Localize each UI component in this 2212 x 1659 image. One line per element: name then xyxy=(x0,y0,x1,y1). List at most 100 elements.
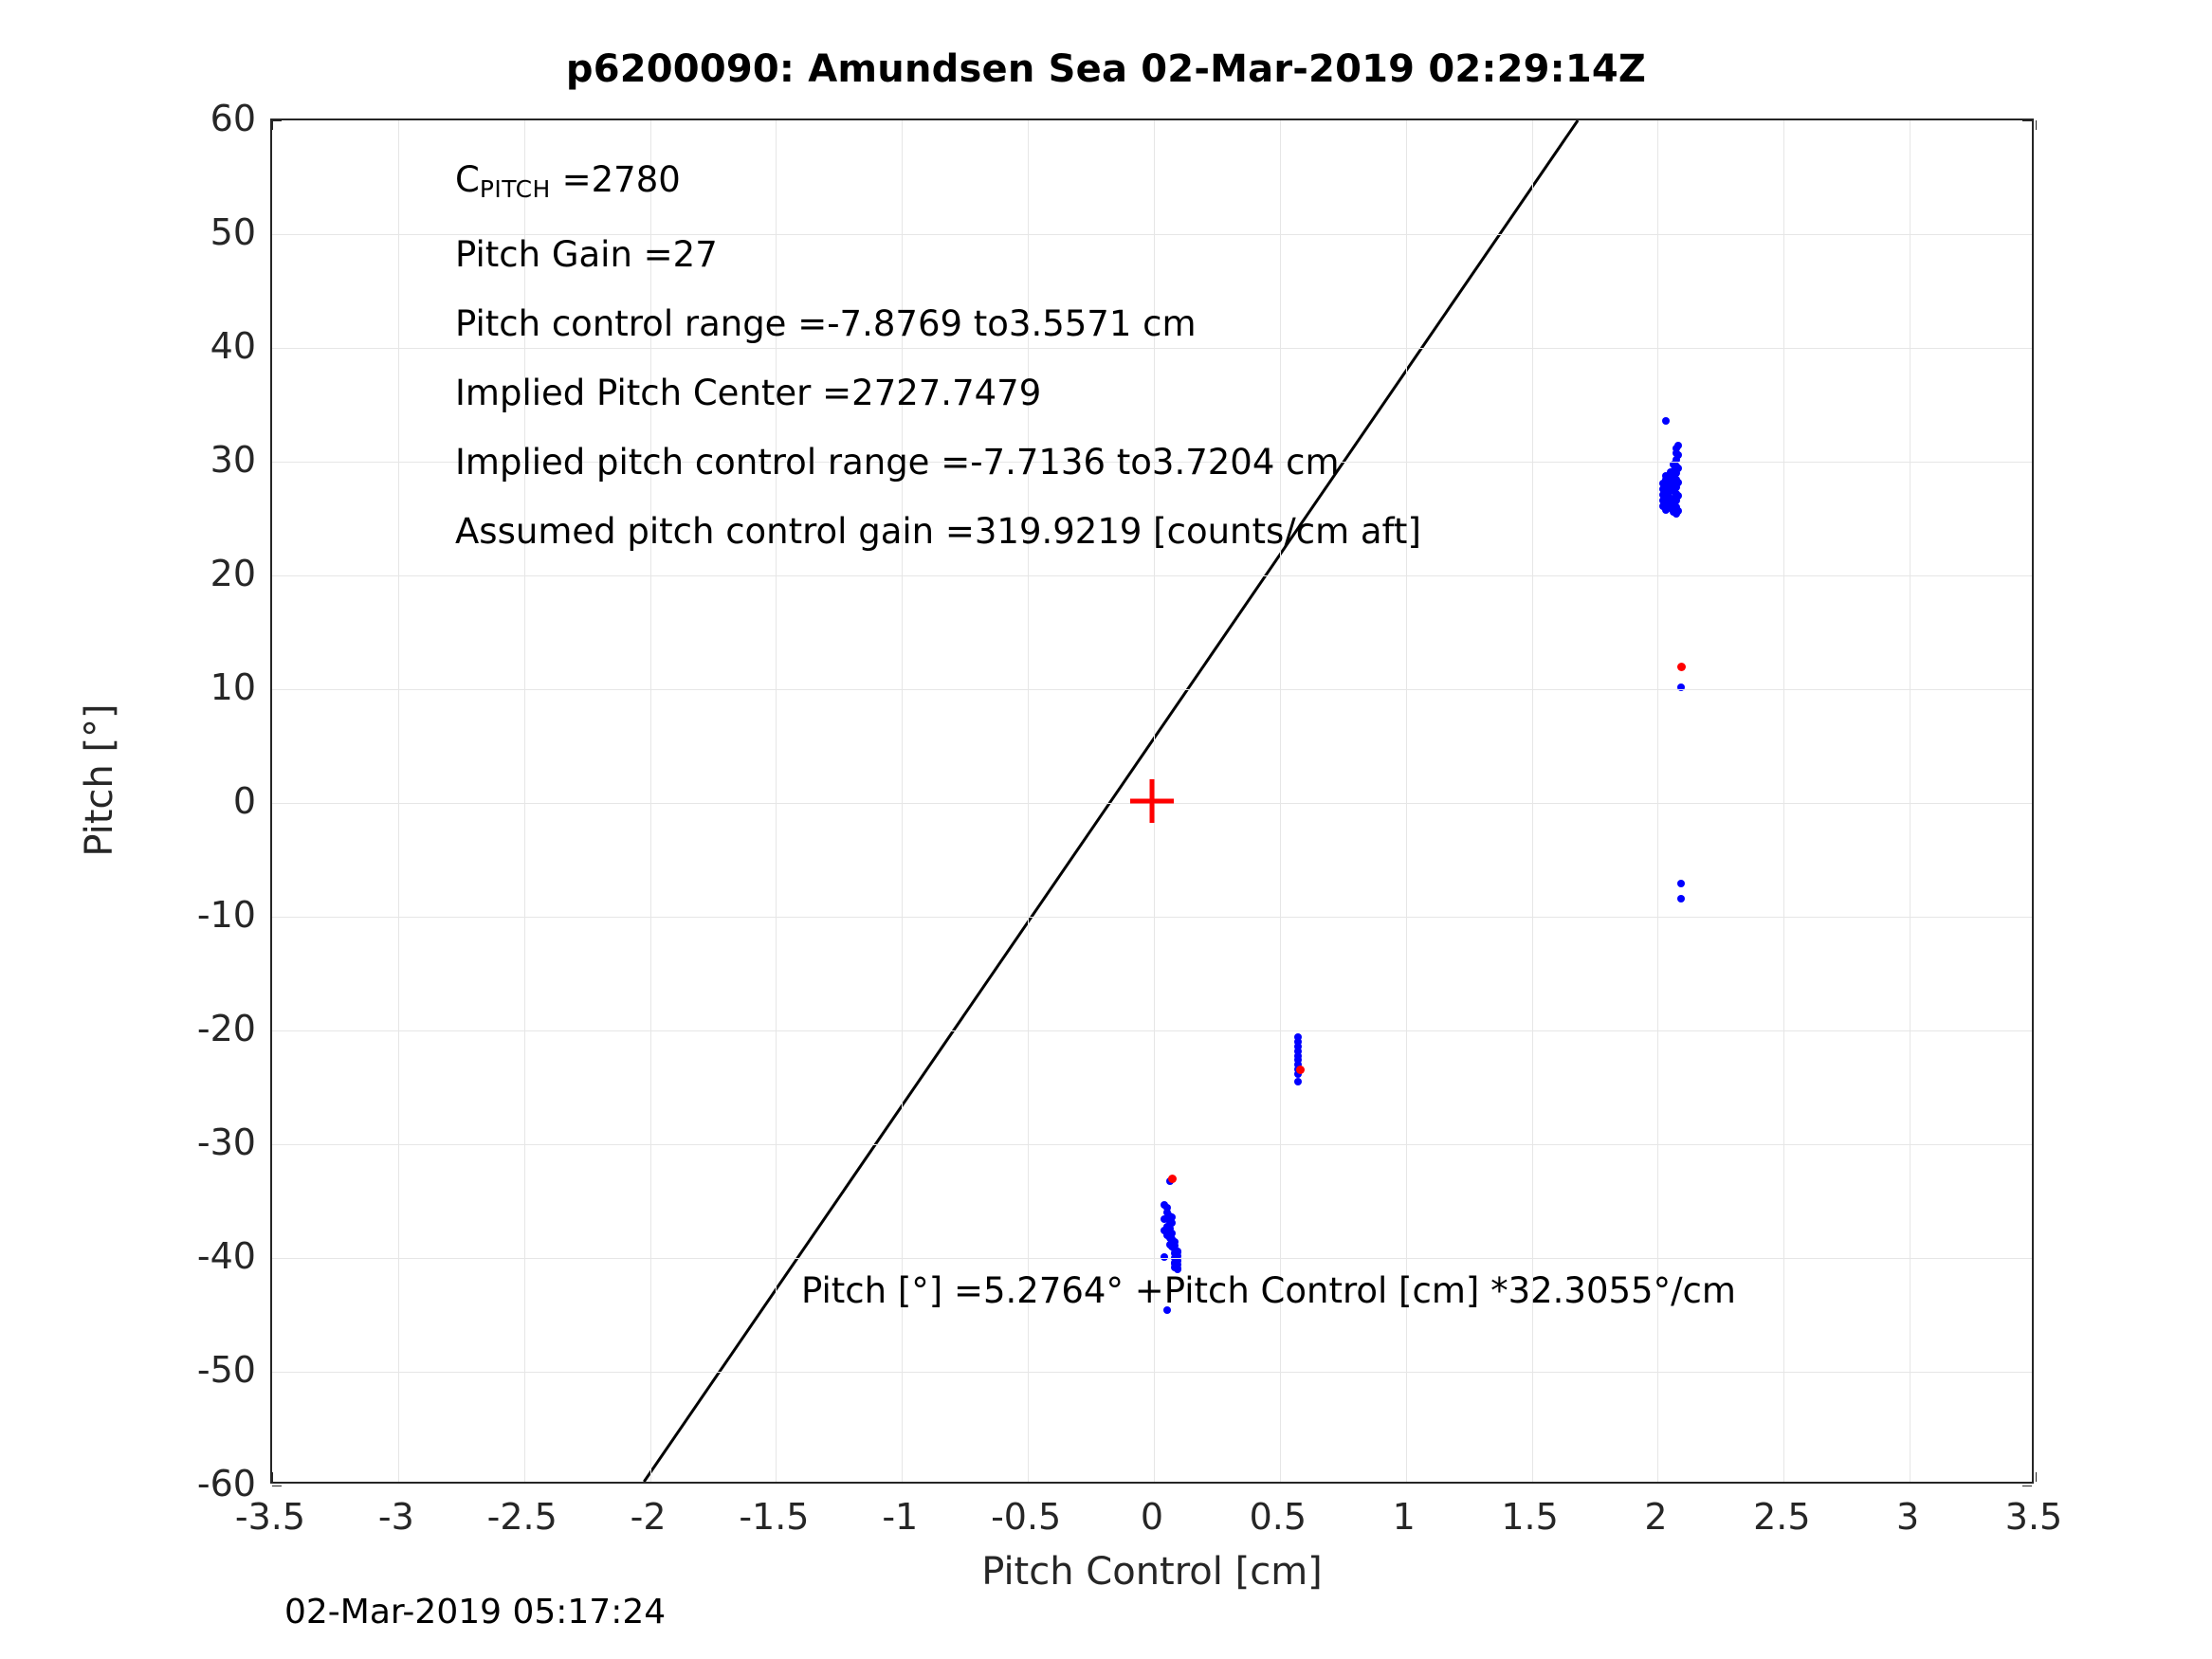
data-point xyxy=(1168,1213,1177,1221)
annotation-c-pitch-subscript: PITCH xyxy=(479,175,551,203)
data-point xyxy=(1173,1249,1181,1257)
data-point xyxy=(1168,1234,1177,1243)
footer-timestamp: 02-Mar-2019 05:17:24 xyxy=(284,1593,667,1632)
y-tick-label: 10 xyxy=(210,666,256,708)
gridline-vertical xyxy=(1279,120,1281,1482)
annotation-c-pitch-value: =2780 xyxy=(550,159,681,200)
fit-line xyxy=(643,120,1580,1482)
page-title: p6200090: Amundsen Sea 02-Mar-2019 02:29… xyxy=(565,47,1647,91)
gridline-vertical xyxy=(776,120,777,1482)
gridline-horizontal xyxy=(272,1372,2032,1373)
annotation-assumed-pitch-control-gain: Assumed pitch control gain =319.9219 [co… xyxy=(455,511,1421,552)
data-point xyxy=(1659,497,1668,504)
data-point xyxy=(1165,1217,1174,1226)
data-point xyxy=(1170,1242,1179,1249)
x-axis-tick xyxy=(2036,1472,2037,1482)
x-tick-label: 0.5 xyxy=(1249,1496,1307,1538)
data-point xyxy=(1659,502,1668,510)
gridline-horizontal xyxy=(272,462,2032,463)
y-tick-label: -60 xyxy=(196,1463,256,1504)
annotation-c-pitch-prefix: C xyxy=(455,159,480,200)
gridline-vertical xyxy=(1531,120,1533,1482)
x-axis-label: Pitch Control [cm] xyxy=(981,1550,1323,1594)
x-tick-label: -3 xyxy=(377,1496,414,1538)
x-tick-label: -3.5 xyxy=(234,1496,306,1538)
data-point xyxy=(1294,1043,1303,1050)
x-tick-label: 3.5 xyxy=(2004,1496,2063,1538)
data-point xyxy=(1659,480,1668,487)
fit-line-layer xyxy=(643,120,1580,1482)
gridline-vertical xyxy=(902,120,904,1482)
data-point xyxy=(1294,1047,1303,1055)
x-axis-tick xyxy=(272,1472,273,1482)
data-point xyxy=(1677,895,1686,902)
x-tick-label: -1.5 xyxy=(739,1496,810,1538)
y-tick-label: -10 xyxy=(196,894,256,936)
gridline-vertical xyxy=(1405,120,1407,1482)
gridline-vertical xyxy=(649,120,651,1482)
x-axis-tick xyxy=(2036,120,2037,130)
data-point xyxy=(1674,492,1683,501)
y-tick-label: 60 xyxy=(210,98,256,139)
y-tick-label: 40 xyxy=(210,325,256,367)
data-point xyxy=(1667,468,1675,476)
data-point xyxy=(1664,483,1673,492)
annotation-pitch-control-range: Pitch control range =-7.8769 to3.5571 cm xyxy=(455,303,1197,344)
y-tick-label: 30 xyxy=(210,439,256,481)
gridline-horizontal xyxy=(272,917,2032,918)
x-tick-label: -2.5 xyxy=(486,1496,558,1538)
gridline-vertical xyxy=(1028,120,1030,1482)
x-axis-tick xyxy=(272,120,273,130)
highlight-data-point xyxy=(1296,1065,1306,1074)
gridline-horizontal xyxy=(272,575,2032,576)
data-point xyxy=(1677,880,1686,888)
annotation-fit-equation: Pitch [°] =5.2764° +Pitch Control [cm] *… xyxy=(801,1270,1736,1311)
data-point xyxy=(1667,504,1675,513)
gridline-vertical xyxy=(397,120,399,1482)
y-axis-tick xyxy=(272,120,282,121)
x-tick-label: 2 xyxy=(1644,1496,1668,1538)
annotation-implied-pitch-control-range: Implied pitch control range =-7.7136 to3… xyxy=(455,442,1340,483)
data-point xyxy=(1294,1056,1303,1065)
data-point xyxy=(1161,1215,1169,1224)
y-tick-label: -30 xyxy=(196,1121,256,1163)
data-point xyxy=(1161,1253,1169,1261)
data-point xyxy=(1670,474,1678,482)
data-point xyxy=(1662,417,1671,425)
gridline-horizontal xyxy=(272,1258,2032,1259)
gridline-horizontal xyxy=(272,1030,2032,1031)
x-tick-label: -0.5 xyxy=(991,1496,1062,1538)
x-tick-label: -2 xyxy=(630,1496,667,1538)
y-tick-label: -20 xyxy=(196,1008,256,1049)
y-tick-label: 0 xyxy=(232,780,256,822)
data-point xyxy=(1674,442,1683,450)
data-point xyxy=(1664,475,1673,483)
data-point xyxy=(1670,481,1678,489)
data-point xyxy=(1294,1078,1303,1086)
gridline-vertical xyxy=(523,120,525,1482)
gridline-horizontal xyxy=(272,689,2032,690)
gridline-horizontal xyxy=(272,348,2032,349)
data-point xyxy=(1294,1069,1303,1078)
y-tick-label: -40 xyxy=(196,1235,256,1277)
data-point xyxy=(1664,493,1673,501)
center-marker-plus-icon xyxy=(1130,779,1174,823)
data-point xyxy=(1294,1038,1303,1047)
data-point xyxy=(1670,508,1678,516)
data-point xyxy=(1659,485,1668,493)
data-point xyxy=(1659,491,1668,499)
data-point xyxy=(1162,1226,1171,1234)
x-tick-label: 0 xyxy=(1140,1496,1164,1538)
data-point xyxy=(1294,1051,1303,1060)
gridline-horizontal xyxy=(272,234,2032,235)
data-point xyxy=(1162,1306,1171,1315)
annotation-implied-pitch-center: Implied Pitch Center =2727.7479 xyxy=(455,373,1042,413)
data-point xyxy=(1670,460,1678,468)
data-point xyxy=(1672,455,1680,464)
y-axis-label: Pitch [°] xyxy=(78,703,121,857)
data-point xyxy=(1294,1061,1303,1069)
scatter-points-layer xyxy=(272,120,2032,1482)
y-axis-tick xyxy=(2022,120,2032,121)
data-point xyxy=(1294,1033,1303,1042)
